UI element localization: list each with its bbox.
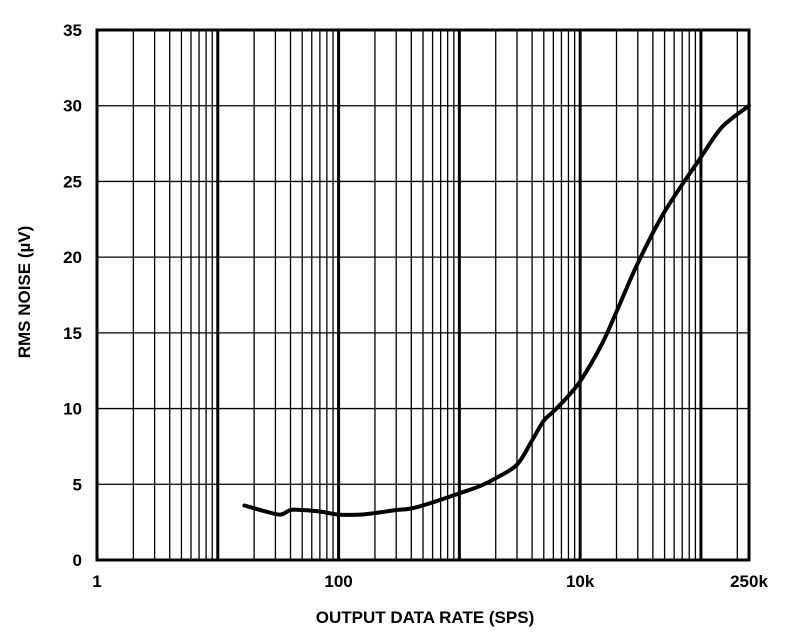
x-tick-labels: 1 100 10k 250k [92,572,768,591]
grid-lines [97,30,749,560]
y-tick-label: 5 [73,475,82,494]
x-tick-label: 250k [730,572,768,591]
y-tick-label: 20 [63,248,82,267]
y-tick-label: 25 [63,172,82,191]
y-tick-label: 30 [63,97,82,116]
x-tick-label: 10k [566,572,595,591]
x-tick-label: 100 [324,572,352,591]
y-tick-labels: 0 5 10 15 20 25 30 35 [63,21,82,570]
x-axis-title: OUTPUT DATA RATE (SPS) [316,608,534,627]
y-tick-label: 35 [63,21,82,40]
y-tick-label: 15 [63,324,82,343]
x-tick-label: 1 [92,572,101,591]
plot-frame [95,28,751,562]
y-axis-title: RMS NOISE (µV) [15,226,34,359]
series-line [242,103,751,517]
y-tick-label: 0 [73,551,82,570]
y-tick-label: 10 [63,400,82,419]
series-layer [242,103,751,517]
